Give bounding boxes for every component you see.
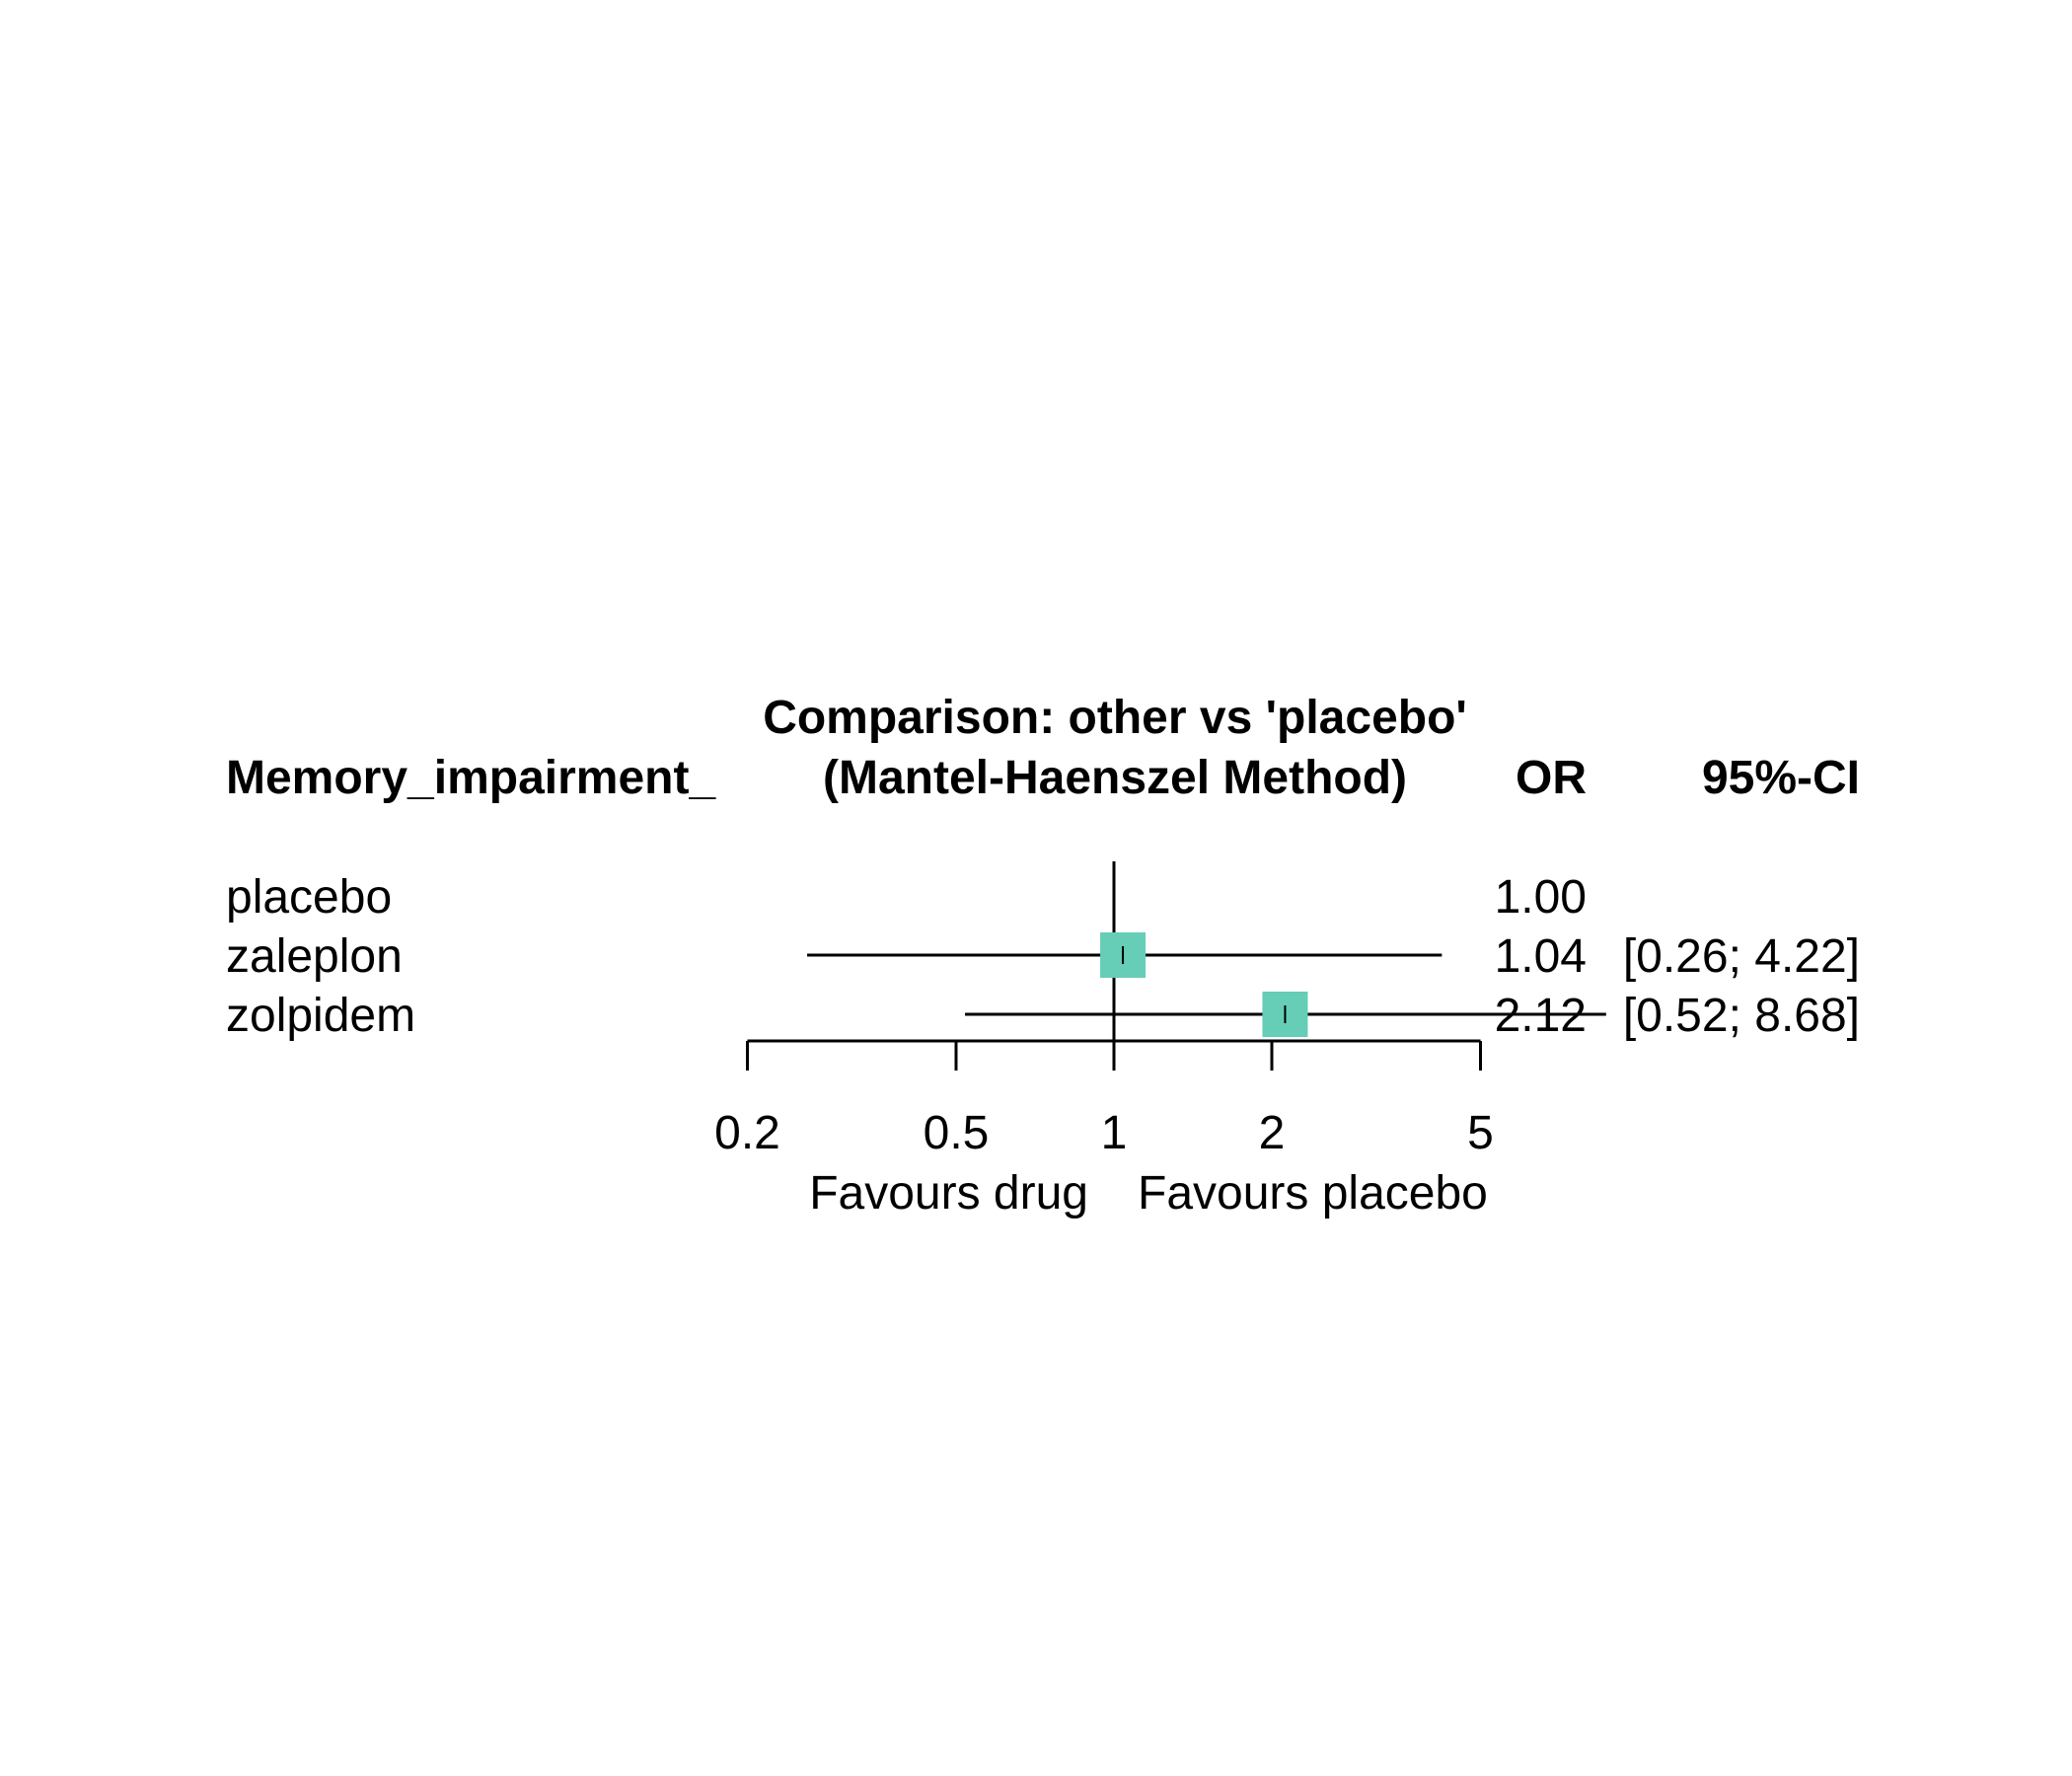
x-tick-label-1: 1 <box>1101 1107 1128 1159</box>
row-label-zaleplon: zaleplon <box>226 930 403 983</box>
x-tick-label-2: 2 <box>1259 1107 1286 1159</box>
or-column-header: OR <box>1516 752 1587 804</box>
ci-column-header: 95%-CI <box>1702 752 1860 804</box>
chart-title-line2: (Mantel-Haenszel Method) <box>823 752 1407 804</box>
x-tick-label-5: 5 <box>1467 1107 1494 1159</box>
chart-title-line1: Comparison: other vs 'placebo' <box>763 692 1467 744</box>
x-tick-label-0.2: 0.2 <box>714 1107 780 1159</box>
row-or-placebo: 1.00 <box>1495 871 1587 924</box>
x-tick-label-0.5: 0.5 <box>924 1107 990 1159</box>
row-label-zolpidem: zolpidem <box>226 990 415 1042</box>
x-label-favours-drug: Favours drug <box>809 1167 1088 1220</box>
row-ci-zaleplon: [0.26; 4.22] <box>1623 930 1860 983</box>
outcome-label: Memory_impairment_ <box>226 752 716 804</box>
row-label-placebo: placebo <box>226 871 392 924</box>
x-label-favours-placebo: Favours placebo <box>1138 1167 1488 1220</box>
row-or-zaleplon: 1.04 <box>1495 930 1587 983</box>
row-ci-zolpidem: [0.52; 8.68] <box>1623 990 1860 1042</box>
